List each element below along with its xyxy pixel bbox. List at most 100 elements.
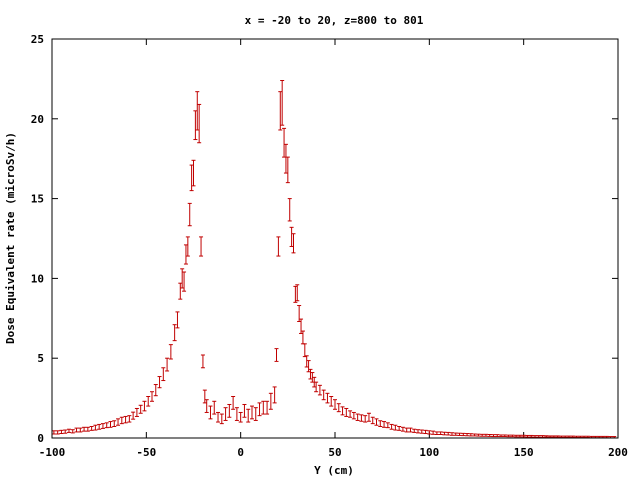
data-point bbox=[359, 414, 364, 422]
data-point bbox=[344, 407, 349, 417]
data-point bbox=[100, 423, 105, 429]
data-point bbox=[257, 402, 262, 417]
data-point bbox=[59, 429, 64, 435]
data-point bbox=[278, 91, 283, 131]
data-point bbox=[227, 403, 232, 418]
data-point bbox=[404, 427, 409, 433]
axis-ticks: -100 -50 0 50 100 150 200 0 5 10 15 20 25 bbox=[31, 33, 628, 459]
data-point bbox=[131, 411, 136, 420]
data-point bbox=[438, 431, 443, 435]
y-tick-label: 0 bbox=[37, 432, 44, 445]
data-point bbox=[189, 164, 194, 192]
data-point bbox=[178, 282, 183, 300]
data-point bbox=[431, 430, 436, 435]
data-point bbox=[161, 367, 166, 382]
data-point bbox=[104, 422, 109, 429]
data-point bbox=[285, 156, 290, 184]
x-tick-label: 200 bbox=[608, 446, 628, 459]
data-point bbox=[127, 415, 132, 423]
data-point bbox=[142, 400, 147, 412]
data-point bbox=[442, 431, 447, 436]
data-point bbox=[340, 406, 345, 416]
y-tick-label: 20 bbox=[31, 113, 44, 126]
data-point bbox=[397, 426, 402, 431]
data-point bbox=[555, 435, 560, 438]
data-point bbox=[502, 434, 507, 438]
data-point bbox=[304, 355, 309, 368]
data-point bbox=[191, 159, 196, 187]
data-point bbox=[138, 404, 143, 414]
data-point bbox=[423, 429, 428, 435]
data-point bbox=[540, 435, 545, 438]
data-point bbox=[55, 430, 60, 435]
data-point bbox=[416, 429, 421, 434]
data-point bbox=[195, 91, 200, 131]
data-point bbox=[234, 407, 239, 421]
data-point bbox=[548, 435, 553, 438]
data-point bbox=[283, 143, 288, 174]
data-point bbox=[293, 285, 298, 303]
data-point bbox=[476, 433, 481, 437]
plot-frame bbox=[51, 38, 619, 439]
data-point bbox=[378, 420, 383, 428]
data-point bbox=[93, 424, 98, 431]
data-point bbox=[427, 430, 432, 435]
data-point bbox=[200, 354, 205, 369]
data-point bbox=[153, 384, 158, 397]
data-point bbox=[529, 434, 534, 438]
data-point bbox=[521, 434, 526, 438]
data-point bbox=[268, 392, 273, 410]
data-point bbox=[119, 416, 124, 425]
data-point bbox=[85, 426, 90, 432]
data-point bbox=[146, 396, 151, 407]
data-point bbox=[408, 427, 413, 433]
data-point bbox=[461, 432, 466, 437]
data-point bbox=[412, 428, 417, 433]
data-point bbox=[182, 271, 187, 292]
data-point bbox=[242, 403, 247, 418]
data-point bbox=[472, 433, 477, 437]
data-point bbox=[216, 411, 221, 423]
data-point bbox=[108, 421, 113, 428]
x-tick-label: 50 bbox=[328, 446, 341, 459]
data-point bbox=[116, 418, 121, 426]
data-point bbox=[468, 433, 473, 437]
data-point bbox=[295, 284, 300, 302]
data-point bbox=[355, 413, 360, 421]
data-point bbox=[89, 426, 94, 431]
data-point bbox=[231, 396, 236, 410]
data-point bbox=[302, 343, 307, 358]
data-point bbox=[112, 420, 117, 428]
data-point bbox=[202, 389, 207, 404]
data-point bbox=[366, 412, 371, 422]
data-point bbox=[551, 435, 556, 438]
data-point bbox=[208, 405, 213, 420]
data-point bbox=[453, 432, 458, 436]
data-point bbox=[308, 368, 313, 380]
x-tick-label: 100 bbox=[419, 446, 439, 459]
data-point bbox=[272, 386, 277, 404]
data-point bbox=[370, 416, 375, 425]
data-point bbox=[393, 424, 398, 431]
data-point bbox=[385, 422, 390, 429]
data-point bbox=[223, 407, 228, 421]
x-tick-label: -50 bbox=[136, 446, 156, 459]
data-point bbox=[82, 426, 87, 432]
data-point bbox=[253, 407, 258, 421]
x-tick-label: 0 bbox=[237, 446, 244, 459]
data-point bbox=[563, 435, 568, 438]
data-point bbox=[185, 236, 190, 257]
data-point bbox=[336, 403, 341, 413]
data-point bbox=[157, 376, 162, 389]
data-point bbox=[491, 434, 496, 438]
data-point bbox=[66, 428, 71, 433]
data-point bbox=[400, 426, 405, 432]
data-point bbox=[289, 226, 294, 247]
data-point bbox=[165, 357, 170, 372]
data-point bbox=[317, 384, 322, 396]
data-point bbox=[480, 433, 485, 437]
data-point bbox=[333, 399, 337, 410]
data-point bbox=[274, 348, 279, 362]
